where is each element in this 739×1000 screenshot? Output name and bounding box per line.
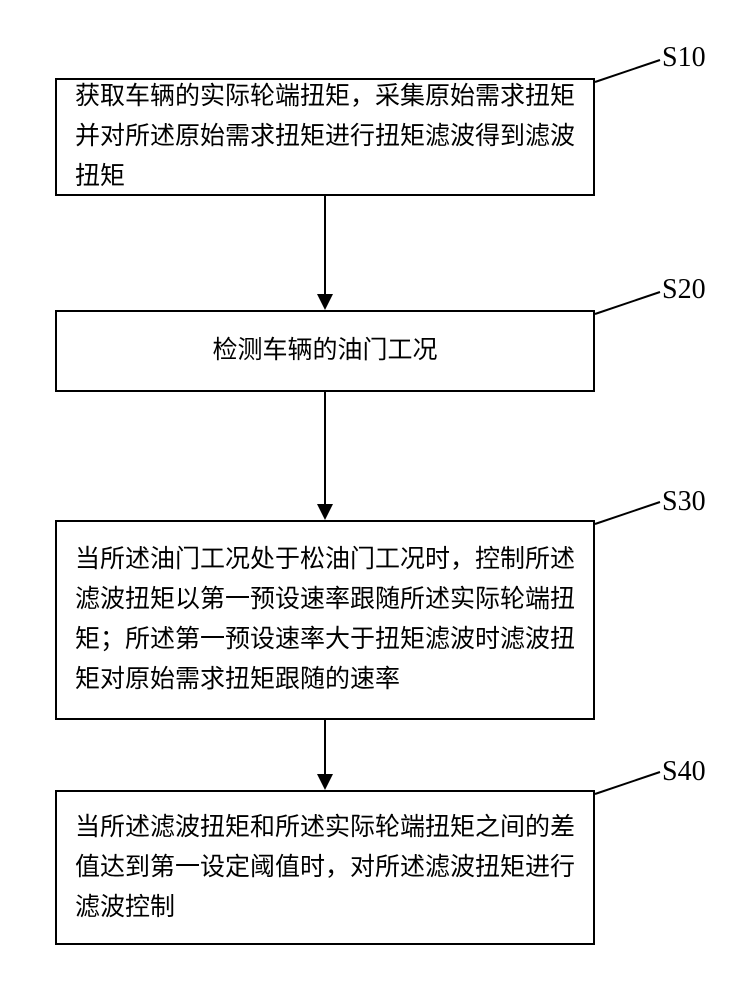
step-label-s30: S30 xyxy=(662,486,706,518)
leader-s40 xyxy=(595,772,660,796)
flow-node-s10: 获取车辆的实际轮端扭矩，采集原始需求扭矩并对所述原始需求扭矩进行扭矩滤波得到滤波… xyxy=(55,78,595,196)
arrow-s10-s20 xyxy=(324,196,326,310)
flow-node-s30-text: 当所述油门工况处于松油门工况时，控制所述滤波扭矩以第一预设速率跟随所述实际轮端扭… xyxy=(75,540,575,700)
flowchart-canvas: 获取车辆的实际轮端扭矩，采集原始需求扭矩并对所述原始需求扭矩进行扭矩滤波得到滤波… xyxy=(0,0,739,1000)
flow-node-s40-text: 当所述滤波扭矩和所述实际轮端扭矩之间的差值达到第一设定阈值时，对所述滤波扭矩进行… xyxy=(75,808,575,928)
flow-node-s20: 检测车辆的油门工况 xyxy=(55,310,595,392)
arrow-s20-s30 xyxy=(324,392,326,520)
flow-node-s30: 当所述油门工况处于松油门工况时，控制所述滤波扭矩以第一预设速率跟随所述实际轮端扭… xyxy=(55,520,595,720)
leader-s20 xyxy=(595,292,660,316)
arrow-s30-s40 xyxy=(324,720,326,790)
flow-node-s40: 当所述滤波扭矩和所述实际轮端扭矩之间的差值达到第一设定阈值时，对所述滤波扭矩进行… xyxy=(55,790,595,945)
flow-node-s20-text: 检测车辆的油门工况 xyxy=(212,331,437,371)
step-label-s40: S40 xyxy=(662,756,706,788)
flow-node-s10-text: 获取车辆的实际轮端扭矩，采集原始需求扭矩并对所述原始需求扭矩进行扭矩滤波得到滤波… xyxy=(75,77,575,197)
step-label-s20: S20 xyxy=(662,274,706,306)
leader-s10 xyxy=(595,60,660,84)
leader-s30 xyxy=(595,502,660,526)
step-label-s10: S10 xyxy=(662,42,706,74)
